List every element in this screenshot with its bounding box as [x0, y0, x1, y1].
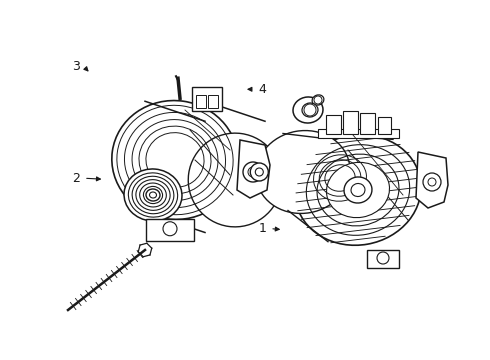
Polygon shape	[416, 152, 448, 208]
Ellipse shape	[149, 192, 156, 198]
FancyBboxPatch shape	[377, 117, 391, 134]
FancyBboxPatch shape	[367, 250, 399, 268]
Text: 3: 3	[72, 60, 80, 73]
Circle shape	[248, 167, 258, 177]
Ellipse shape	[112, 100, 238, 220]
Polygon shape	[237, 140, 270, 198]
FancyBboxPatch shape	[318, 129, 398, 138]
FancyBboxPatch shape	[325, 114, 341, 134]
Circle shape	[428, 178, 436, 186]
Circle shape	[163, 222, 177, 236]
FancyBboxPatch shape	[360, 112, 374, 134]
Circle shape	[423, 173, 441, 191]
Ellipse shape	[146, 189, 160, 201]
FancyBboxPatch shape	[146, 219, 194, 241]
Ellipse shape	[344, 177, 372, 203]
FancyBboxPatch shape	[192, 87, 222, 111]
Ellipse shape	[312, 95, 324, 105]
FancyBboxPatch shape	[343, 111, 358, 134]
Ellipse shape	[293, 97, 323, 123]
Circle shape	[304, 104, 316, 116]
Circle shape	[314, 96, 322, 104]
FancyBboxPatch shape	[207, 95, 218, 108]
Circle shape	[255, 168, 263, 176]
Ellipse shape	[326, 162, 390, 218]
Circle shape	[377, 252, 389, 264]
Ellipse shape	[124, 169, 182, 221]
Text: 2: 2	[72, 172, 80, 185]
Circle shape	[243, 162, 263, 182]
Text: 1: 1	[258, 222, 266, 235]
Ellipse shape	[295, 135, 421, 245]
Ellipse shape	[188, 133, 282, 227]
Circle shape	[250, 163, 269, 181]
FancyBboxPatch shape	[196, 95, 205, 108]
Ellipse shape	[351, 184, 365, 197]
Text: 4: 4	[258, 83, 266, 96]
Ellipse shape	[302, 103, 318, 117]
Ellipse shape	[256, 131, 350, 213]
